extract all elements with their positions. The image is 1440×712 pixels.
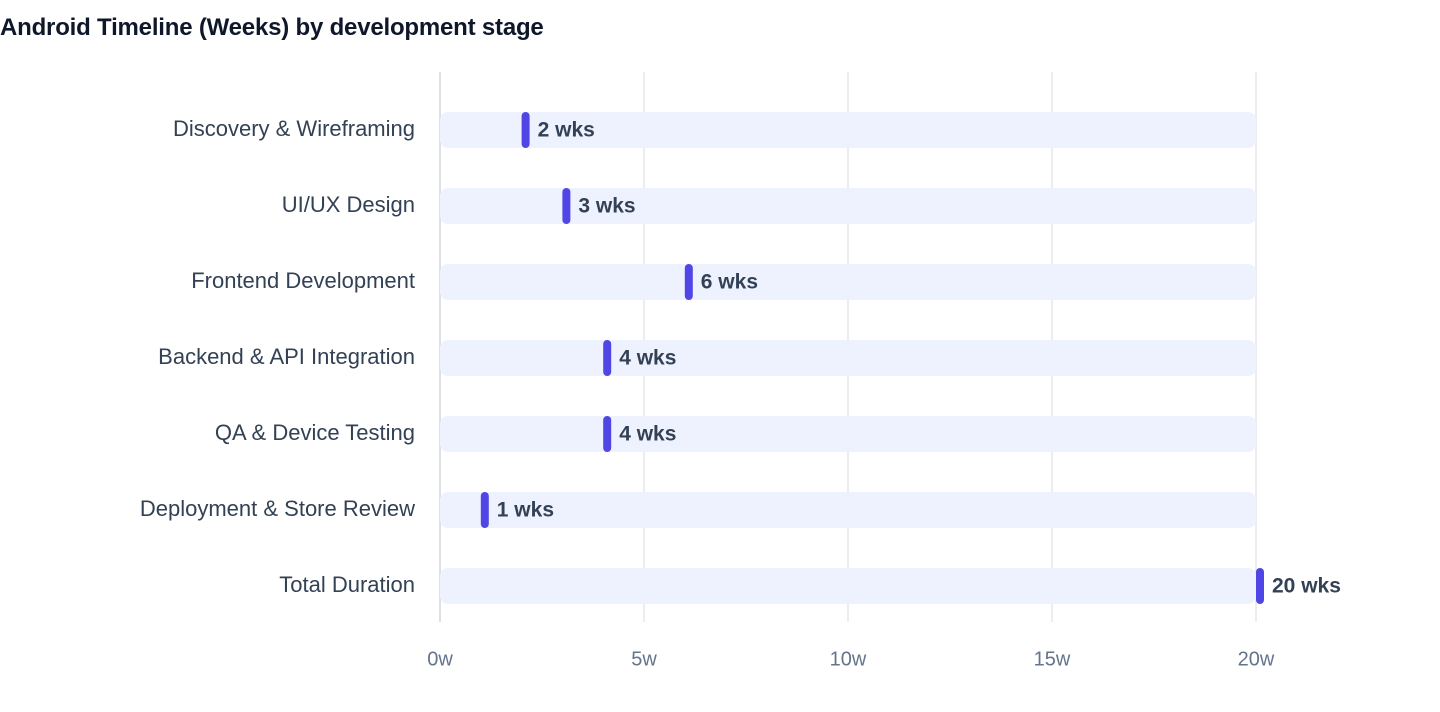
value-marker [562, 188, 571, 224]
value-label: 4 wks [619, 347, 676, 370]
category-label: Backend & API Integration [158, 344, 415, 369]
bar-track [440, 492, 1256, 528]
category-label: Deployment & Store Review [140, 496, 415, 521]
x-tick-label: 10w [830, 648, 867, 670]
category-label: Total Duration [279, 572, 415, 597]
value-marker [521, 112, 530, 148]
bar-tracks [440, 112, 1256, 604]
x-tick-label: 20w [1238, 648, 1275, 670]
value-marker [1256, 568, 1264, 604]
bar-track [440, 188, 1256, 224]
value-marker [603, 416, 612, 452]
x-tick-label: 5w [631, 648, 657, 670]
category-label: UI/UX Design [282, 192, 415, 217]
value-label: 6 wks [701, 271, 758, 294]
x-tick-label: 0w [427, 648, 453, 670]
x-tick-label: 15w [1034, 648, 1071, 670]
labels: 0w 5w 10w 15w 20w Discovery & Wireframing 2 wk… [140, 116, 1341, 670]
value-markers [480, 112, 1264, 604]
value-label: 20 wks [1272, 575, 1341, 598]
value-marker [684, 264, 693, 300]
category-label: Discovery & Wireframing [173, 116, 415, 141]
value-label: 1 wks [497, 499, 554, 522]
value-marker [480, 492, 489, 528]
value-label: 4 wks [619, 423, 676, 446]
value-label: 3 wks [578, 195, 635, 218]
bar-track [440, 340, 1256, 376]
bar-track [440, 416, 1256, 452]
bar-track [440, 112, 1256, 148]
bar-track [440, 568, 1256, 604]
value-marker [603, 340, 612, 376]
chart-title: Android Timeline (Weeks) by development … [0, 14, 544, 41]
category-label: QA & Device Testing [215, 420, 415, 445]
category-label: Frontend Development [191, 268, 415, 293]
bar-track [440, 264, 1256, 300]
value-label: 2 wks [538, 119, 595, 142]
